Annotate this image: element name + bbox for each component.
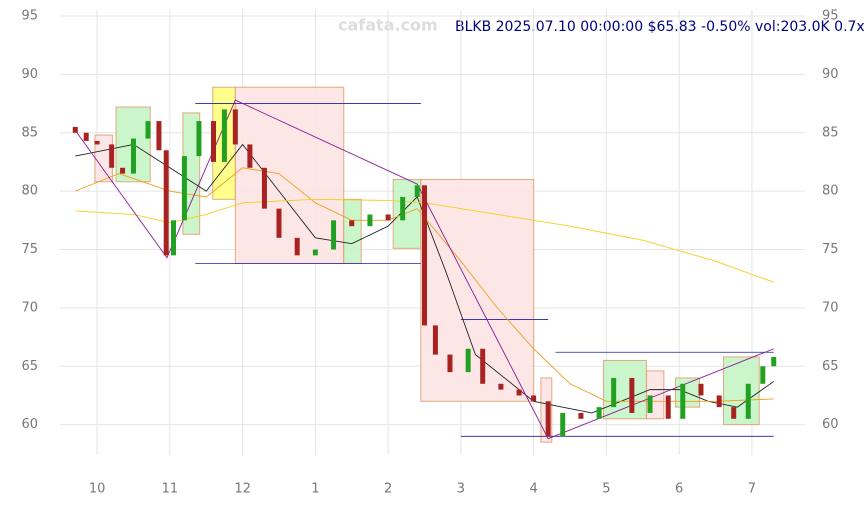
- candle: [414, 185, 420, 197]
- y-tick-label: 95: [21, 9, 38, 24]
- candle: [221, 109, 227, 162]
- candle: [516, 389, 522, 396]
- candle: [211, 121, 217, 162]
- candle: [480, 348, 486, 384]
- zone: [234, 86, 345, 265]
- y-tick-label: 80: [21, 184, 38, 199]
- candle: [447, 354, 453, 373]
- x-tick-label: 4: [529, 482, 537, 497]
- y-tick-label-right: 90: [822, 67, 839, 82]
- candle: [731, 407, 737, 419]
- candle: [120, 167, 126, 174]
- candle: [349, 220, 355, 227]
- candle: [181, 156, 187, 221]
- candle: [422, 185, 427, 326]
- candle: [170, 220, 176, 256]
- candle: [247, 144, 253, 168]
- x-tick-label: 3: [457, 482, 465, 497]
- candle: [367, 214, 373, 227]
- candle: [294, 237, 300, 256]
- candle: [465, 348, 471, 373]
- candle: [578, 412, 584, 419]
- candle: [83, 132, 89, 141]
- candle: [647, 395, 653, 413]
- zone: [723, 356, 760, 426]
- candle: [385, 214, 391, 221]
- candle: [196, 121, 202, 157]
- y-tick-label: 90: [21, 67, 38, 82]
- y-tick-label-right: 60: [822, 417, 839, 432]
- candle: [698, 383, 704, 396]
- y-tick-label: 65: [21, 359, 38, 374]
- candle: [163, 150, 169, 256]
- y-tick-label: 75: [21, 242, 38, 257]
- candle: [771, 356, 777, 367]
- candle: [596, 407, 602, 419]
- candle: [629, 377, 635, 413]
- candle: [680, 383, 686, 419]
- x-tick-label: 2: [384, 482, 392, 497]
- zone: [420, 178, 535, 402]
- x-tick-label: 12: [234, 482, 251, 497]
- candle: [130, 138, 136, 174]
- x-tick-label: 7: [748, 482, 756, 497]
- candle: [531, 395, 537, 402]
- candle: [312, 249, 318, 256]
- indicator-line: [74, 99, 774, 440]
- y-tick-label-right: 95: [822, 9, 839, 24]
- candle: [400, 196, 406, 221]
- candle: [156, 121, 162, 151]
- y-tick-label: 85: [21, 125, 38, 140]
- candle: [716, 395, 722, 408]
- y-tick-label: 60: [21, 417, 38, 432]
- indicator-line: [75, 198, 774, 283]
- y-tick-label-right: 80: [822, 184, 839, 199]
- candle: [665, 395, 671, 419]
- zone: [602, 359, 647, 420]
- info-text: BLKB 2025.07.10 00:00:00 $65.83 -0.50% v…: [455, 19, 865, 35]
- candle: [545, 401, 551, 437]
- candle: [745, 383, 751, 419]
- candle: [232, 109, 238, 145]
- indicator-line: [75, 143, 774, 414]
- y-tick-label-right: 65: [822, 359, 839, 374]
- candle: [261, 167, 267, 209]
- y-tick-label: 70: [21, 300, 38, 315]
- y-tick-label-right: 70: [822, 300, 839, 315]
- candle: [72, 126, 78, 133]
- candle: [145, 121, 151, 139]
- candle: [611, 377, 617, 408]
- candle: [560, 412, 566, 437]
- candle: [498, 383, 504, 390]
- candle: [276, 208, 282, 238]
- x-tick-label: 11: [162, 482, 179, 497]
- candle: [760, 366, 766, 384]
- x-tick-label: 1: [311, 482, 319, 497]
- candle: [94, 140, 100, 145]
- x-tick-label: 10: [89, 482, 106, 497]
- x-tick-label: 6: [675, 482, 683, 497]
- x-tick-label: 5: [602, 482, 610, 497]
- candle: [432, 325, 438, 355]
- candle: [109, 144, 115, 168]
- zone: [343, 198, 362, 265]
- candle: [331, 220, 337, 250]
- y-tick-label-right: 75: [822, 242, 839, 257]
- y-tick-label-right: 85: [822, 125, 839, 140]
